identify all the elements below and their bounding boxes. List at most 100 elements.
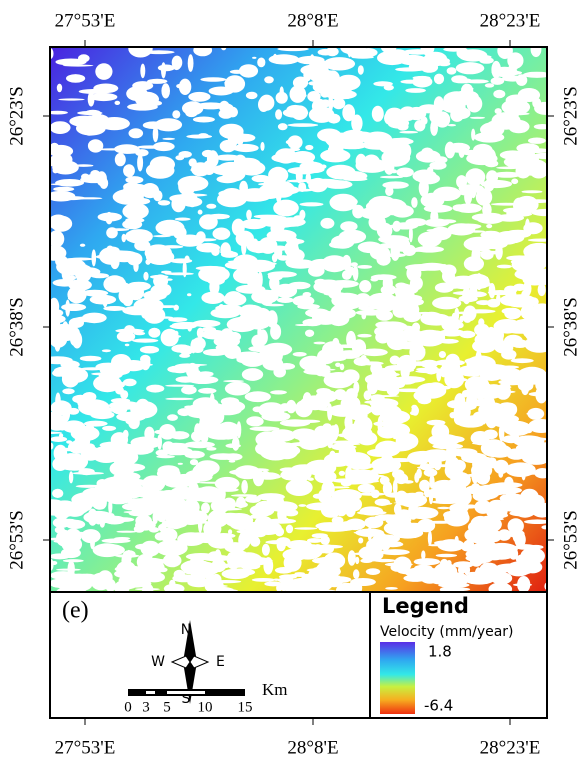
no-data-patch — [67, 296, 81, 301]
no-data-patch — [357, 492, 386, 496]
no-data-patch — [236, 496, 246, 509]
no-data-patch — [480, 238, 508, 250]
no-data-patch — [176, 84, 183, 89]
no-data-patch — [165, 334, 182, 339]
no-data-patch — [155, 539, 188, 557]
no-data-patch — [73, 316, 102, 323]
no-data-patch — [207, 551, 222, 562]
no-data-patch — [227, 568, 256, 576]
no-data-patch — [444, 509, 470, 527]
no-data-patch — [233, 154, 247, 168]
no-data-patch — [113, 471, 141, 482]
no-data-patch — [430, 119, 438, 136]
no-data-patch — [414, 564, 433, 572]
no-data-patch — [156, 261, 171, 264]
no-data-patch — [513, 199, 539, 204]
no-data-patch — [249, 426, 280, 432]
no-data-patch — [385, 492, 411, 498]
top-coord-label: 28°8'E — [287, 10, 338, 31]
no-data-patch — [165, 384, 195, 387]
no-data-patch — [190, 566, 207, 583]
no-data-patch — [433, 73, 445, 85]
no-data-patch — [182, 101, 204, 116]
no-data-patch — [363, 131, 393, 148]
no-data-patch — [453, 90, 479, 104]
no-data-patch — [122, 429, 129, 439]
no-data-patch — [277, 218, 286, 232]
no-data-patch — [417, 396, 432, 405]
no-data-patch — [358, 537, 364, 544]
no-data-patch — [286, 540, 312, 550]
no-data-patch — [285, 258, 299, 266]
no-data-patch — [144, 244, 172, 262]
no-data-patch — [437, 506, 451, 510]
no-data-patch — [164, 272, 194, 276]
no-data-patch — [423, 488, 431, 498]
no-data-patch — [393, 341, 424, 350]
no-data-patch — [355, 158, 377, 173]
no-data-patch — [165, 397, 194, 401]
no-data-mask — [50, 47, 547, 592]
no-data-patch — [523, 154, 539, 165]
no-data-patch — [218, 189, 243, 198]
no-data-patch — [177, 462, 183, 465]
no-data-patch — [289, 85, 307, 103]
no-data-patch — [50, 193, 57, 199]
no-data-patch — [282, 200, 292, 207]
no-data-patch — [498, 471, 504, 478]
no-data-patch — [268, 429, 296, 442]
no-data-patch — [375, 440, 401, 457]
no-data-patch — [401, 297, 424, 307]
no-data-patch — [65, 501, 92, 513]
no-data-patch — [504, 229, 532, 239]
no-data-patch — [158, 567, 168, 573]
no-data-patch — [416, 262, 448, 271]
no-data-patch — [114, 537, 131, 540]
no-data-patch — [465, 550, 480, 558]
no-data-patch — [157, 64, 175, 72]
no-data-patch — [207, 579, 224, 592]
no-data-patch — [327, 148, 344, 162]
no-data-patch — [166, 498, 187, 509]
no-data-patch — [79, 355, 102, 362]
no-data-patch — [463, 415, 494, 423]
no-data-patch — [62, 420, 86, 434]
no-data-patch — [329, 241, 349, 249]
no-data-patch — [360, 479, 380, 483]
no-data-patch — [171, 55, 183, 70]
no-data-patch — [185, 498, 196, 510]
no-data-patch — [278, 574, 298, 580]
no-data-patch — [220, 103, 234, 114]
no-data-patch — [492, 482, 523, 488]
no-data-patch — [373, 81, 393, 87]
no-data-patch — [81, 173, 90, 181]
no-data-patch — [320, 217, 335, 229]
no-data-patch — [507, 52, 524, 69]
no-data-patch — [414, 472, 420, 483]
no-data-patch — [339, 363, 345, 371]
no-data-patch — [385, 253, 406, 258]
no-data-patch — [323, 180, 353, 189]
no-data-patch — [288, 243, 300, 259]
no-data-patch — [105, 578, 116, 592]
color-ramp — [380, 642, 415, 714]
no-data-patch — [392, 527, 424, 539]
no-data-patch — [273, 199, 299, 217]
no-data-patch — [50, 308, 64, 317]
no-data-patch — [395, 388, 424, 393]
no-data-patch — [266, 229, 297, 242]
no-data-patch — [213, 335, 240, 348]
no-data-patch — [352, 552, 384, 556]
no-data-patch — [145, 162, 175, 179]
scale-label: 5 — [163, 699, 171, 715]
no-data-patch — [163, 583, 185, 592]
no-data-patch — [133, 260, 139, 272]
no-data-patch — [522, 71, 547, 78]
no-data-patch — [439, 558, 450, 574]
bottom-coord-label: 27°53'E — [55, 737, 116, 758]
no-data-patch — [223, 293, 247, 306]
no-data-patch — [52, 160, 79, 175]
no-data-patch — [116, 331, 136, 342]
no-data-patch — [236, 529, 263, 534]
no-data-patch — [90, 92, 118, 102]
